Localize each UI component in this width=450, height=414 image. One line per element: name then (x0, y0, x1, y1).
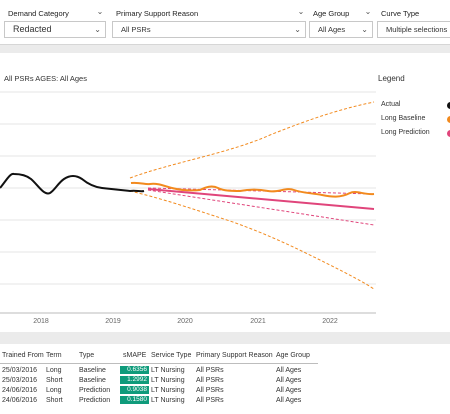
column-header-service-type[interactable]: Service Type (151, 352, 192, 359)
cell-psr: All PSRs (196, 367, 224, 374)
cell-term: Long (46, 387, 62, 394)
select-value: All PSRs (121, 25, 151, 34)
cell-trained-from: 25/03/2016 (2, 367, 38, 374)
x-tick-label: 2021 (250, 318, 266, 325)
x-tick-label: 2022 (322, 318, 338, 325)
legend-item-long-prediction[interactable]: Long Prediction (381, 129, 430, 136)
metrics-table: Trained From Term Type sMAPE Service Typ… (0, 344, 450, 414)
chevron-down-icon: ⌄ (294, 25, 301, 34)
table-row[interactable]: 24/06/2016 Long Prediction 0.9038 LT Nur… (0, 386, 318, 395)
cell-service-type: LT Nursing (151, 367, 185, 374)
table-row[interactable]: 24/06/2016 Short Prediction 0.1580 LT Nu… (0, 396, 318, 405)
select-value: Redacted (13, 24, 52, 34)
divider (0, 44, 450, 45)
section-gap (0, 332, 450, 344)
cell-type: Baseline (79, 367, 106, 374)
filter-age-group: Age Group ⌄ All Ages ⌄ (305, 0, 375, 44)
legend-item-long-baseline[interactable]: Long Baseline (381, 115, 426, 122)
long-baseline-lower-bound (129, 190, 375, 290)
primary-support-reason-select[interactable]: All PSRs ⌄ (112, 21, 306, 38)
cell-trained-from: 24/06/2016 (2, 397, 38, 404)
actual-line (0, 172, 145, 195)
cell-trained-from: 24/06/2016 (2, 387, 38, 394)
long-prediction-line (147, 188, 375, 210)
forecast-chart-panel: All PSRs AGES: All Ages Legend Actual Lo… (0, 53, 450, 332)
filter-label: Age Group (313, 9, 350, 18)
cell-psr: All PSRs (196, 397, 224, 404)
x-axis-ticks: 2018 2019 2020 2021 2022 (33, 318, 338, 325)
cell-age-group: All Ages (276, 367, 302, 374)
chevron-down-icon[interactable]: ⌄ (364, 7, 372, 16)
filter-label: Primary Support Reason (116, 9, 199, 18)
cell-type: Prediction (79, 397, 111, 404)
cell-smape: 0.1580 (120, 396, 149, 404)
cell-type: Baseline (79, 377, 106, 384)
filter-label: Demand Category (8, 9, 69, 18)
legend-marker-long-prediction (447, 130, 450, 137)
cell-trained-from: 25/03/2016 (2, 377, 38, 384)
line-chart[interactable]: 2018 2019 2020 2021 2022 (0, 53, 450, 332)
cell-term: Short (46, 377, 63, 384)
cell-service-type: LT Nursing (151, 387, 185, 394)
cell-smape: 1.2992 (120, 376, 149, 384)
cell-term: Short (46, 397, 63, 404)
legend-marker-actual (447, 102, 450, 109)
header-divider (0, 363, 318, 364)
cell-age-group: All Ages (276, 387, 302, 394)
cell-age-group: All Ages (276, 377, 302, 384)
cell-service-type: LT Nursing (151, 397, 185, 404)
long-baseline-upper-bound (129, 101, 375, 179)
table-row[interactable]: 25/03/2016 Short Baseline 1.2992 LT Nurs… (0, 376, 318, 385)
filter-curve-type: Curve Type Multiple selections (373, 0, 450, 44)
cell-service-type: LT Nursing (151, 377, 185, 384)
curve-type-select[interactable]: Multiple selections (377, 21, 450, 38)
long-prediction-upper-bound (147, 187, 375, 195)
demand-category-select[interactable]: Redacted ⌄ (4, 21, 106, 38)
select-value: All Ages (318, 25, 346, 34)
x-tick-label: 2020 (177, 318, 193, 325)
chevron-down-icon: ⌄ (361, 25, 368, 34)
chart-subtitle: All PSRs AGES: All Ages (4, 74, 87, 83)
long-prediction-lower-bound (147, 189, 375, 226)
cell-psr: All PSRs (196, 387, 224, 394)
filter-demand-category: Demand Category ⌄ Redacted ⌄ (0, 0, 108, 44)
cell-type: Prediction (79, 387, 111, 394)
column-header-primary-support-reason[interactable]: Primary Support Reason (196, 352, 273, 359)
cell-psr: All PSRs (196, 377, 224, 384)
column-header-term[interactable]: Term (46, 352, 62, 359)
cell-age-group: All Ages (276, 397, 302, 404)
legend-title: Legend (378, 74, 405, 83)
column-header-type[interactable]: Type (79, 352, 95, 359)
section-gap (0, 45, 450, 53)
x-tick-label: 2018 (33, 318, 49, 325)
chevron-down-icon[interactable]: ⌄ (297, 7, 305, 16)
filter-bar: Demand Category ⌄ Redacted ⌄ Primary Sup… (0, 0, 450, 44)
chevron-down-icon[interactable]: ⌄ (96, 7, 104, 16)
x-tick-label: 2019 (105, 318, 121, 325)
filter-label: Curve Type (381, 9, 420, 18)
column-header-age-group[interactable]: Age Group (276, 352, 310, 359)
gridlines (0, 91, 376, 314)
column-header-smape[interactable]: sMAPE (123, 352, 147, 359)
select-value: Multiple selections (386, 25, 448, 34)
filter-primary-support-reason: Primary Support Reason ⌄ All PSRs ⌄ (108, 0, 308, 44)
cell-smape: 0.9038 (120, 386, 149, 394)
table-row[interactable]: 25/03/2016 Long Baseline 0.6356 LT Nursi… (0, 366, 318, 375)
legend-item-actual[interactable]: Actual (381, 101, 401, 108)
legend-marker-long-baseline (447, 116, 450, 123)
long-baseline-line (130, 181, 375, 198)
column-header-trained-from[interactable]: Trained From (2, 352, 44, 359)
cell-term: Long (46, 367, 62, 374)
age-group-select[interactable]: All Ages ⌄ (309, 21, 373, 38)
chevron-down-icon: ⌄ (94, 25, 101, 34)
cell-smape: 0.6356 (120, 366, 149, 374)
